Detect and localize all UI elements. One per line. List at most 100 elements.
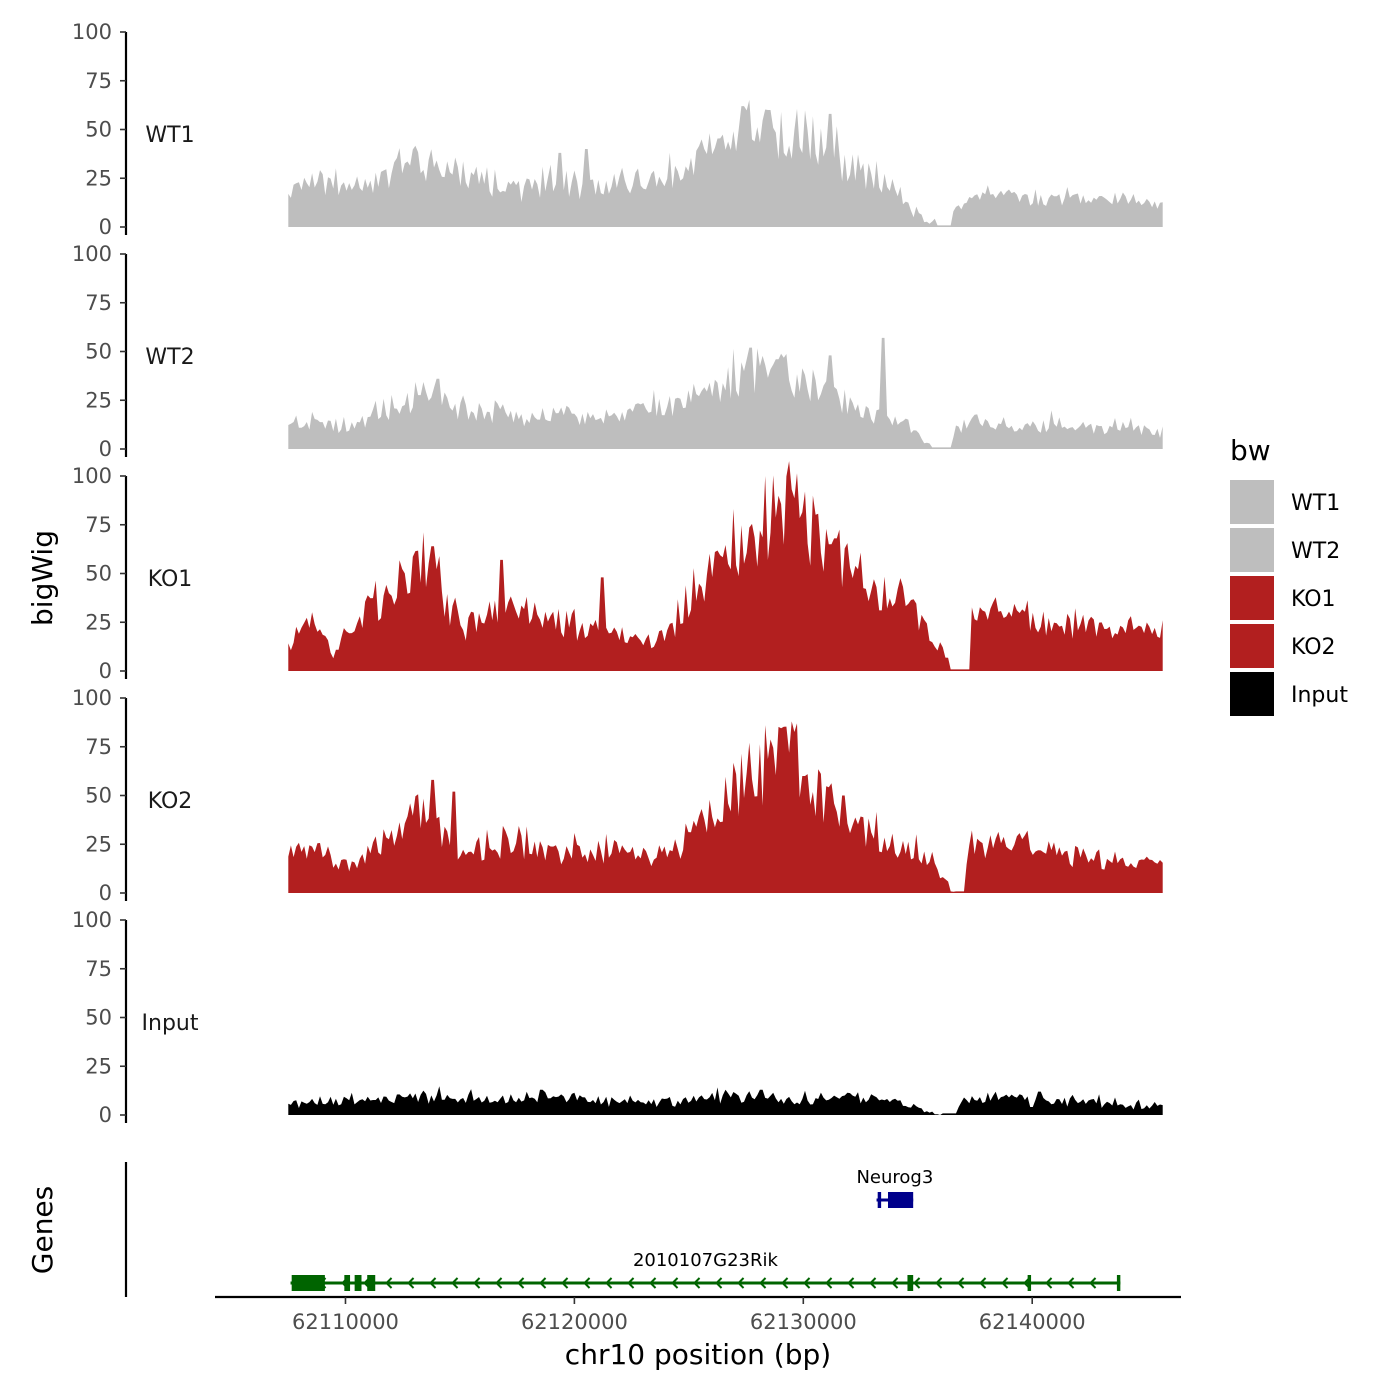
strand-chevron	[627, 1277, 635, 1289]
y-tick-label: 75	[85, 69, 112, 93]
strand-chevron	[715, 1277, 723, 1289]
gene-exon	[1116, 1275, 1121, 1291]
legend-label: KO1	[1291, 587, 1336, 612]
strand-chevron	[935, 1277, 943, 1289]
strand-chevron	[847, 1277, 855, 1289]
legend-swatch	[1230, 672, 1274, 716]
signal-area-wt2	[288, 337, 1163, 449]
legend-label: WT1	[1291, 491, 1340, 516]
legend-title: bw	[1230, 434, 1271, 467]
y-tick-label: 50	[85, 1006, 112, 1030]
legend: bw WT1 WT2 KO1 KO2 Input	[1230, 434, 1348, 716]
track-label-wt2: WT2	[145, 345, 194, 370]
signal-area-input	[288, 1086, 1163, 1115]
gene-exon	[907, 1275, 914, 1291]
gene-exon	[354, 1275, 362, 1291]
strand-chevron	[1045, 1277, 1053, 1289]
y-tick-label: 0	[99, 659, 112, 683]
track-label-ko2: KO2	[148, 789, 193, 814]
legend-swatch	[1230, 480, 1274, 524]
strand-chevron	[385, 1277, 393, 1289]
signal-area-ko2	[288, 721, 1163, 893]
strand-chevron	[649, 1277, 657, 1289]
strand-chevron	[539, 1277, 547, 1289]
strand-chevron	[737, 1277, 745, 1289]
strand-chevron	[693, 1277, 701, 1289]
gene-exon	[367, 1275, 376, 1291]
x-tick-label: 62120000	[521, 1310, 628, 1334]
legend-swatch	[1230, 624, 1274, 668]
legend-swatch	[1230, 528, 1274, 572]
legend-entry-wt2: WT2	[1230, 528, 1340, 572]
legend-label: Input	[1291, 683, 1348, 708]
strand-chevron	[891, 1277, 899, 1289]
strand-chevron	[913, 1277, 921, 1289]
strand-chevron	[671, 1277, 679, 1289]
signal-tracks: 0255075100WT10255075100WT20255075100KO10…	[72, 20, 1163, 1127]
legend-entry-ko2: KO2	[1230, 624, 1336, 668]
y-tick-label: 25	[85, 1054, 112, 1078]
gene-label: Neurog3	[856, 1167, 933, 1188]
strand-chevron	[429, 1277, 437, 1289]
gene-2010107g23rik: 2010107G23Rik	[290, 1250, 1121, 1291]
y-tick-label: 75	[85, 957, 112, 981]
strand-chevron	[495, 1277, 503, 1289]
track-ko2: 0 25 50 75 100 KO2	[72, 686, 1163, 905]
y-tick-label: 100	[72, 686, 112, 710]
strand-chevron	[605, 1277, 613, 1289]
strand-chevron	[781, 1277, 789, 1289]
legend-entry-input: Input	[1230, 672, 1348, 716]
y-tick-label: 0	[99, 437, 112, 461]
strand-chevron	[451, 1277, 459, 1289]
y-tick-label: 100	[72, 908, 112, 932]
y-tick-label: 75	[85, 735, 112, 759]
x-tick-label: 62110000	[292, 1310, 399, 1334]
gene-exon	[877, 1192, 882, 1208]
genes-axis-title: Genes	[26, 1186, 59, 1274]
x-tick-label: 62140000	[979, 1310, 1086, 1334]
x-axis-title: chr10 position (bp)	[565, 1338, 831, 1371]
gene-exon	[887, 1192, 914, 1208]
y-tick-label: 25	[85, 388, 112, 412]
track-wt2: 0 25 50 75 100 WT2	[72, 242, 1163, 461]
y-tick-label: 50	[85, 118, 112, 142]
strand-chevron	[759, 1277, 767, 1289]
y-tick-label: 100	[72, 464, 112, 488]
strand-chevron	[517, 1277, 525, 1289]
y-tick-label: 50	[85, 340, 112, 364]
strand-chevron	[957, 1277, 965, 1289]
y-tick-label: 25	[85, 832, 112, 856]
y-tick-label: 25	[85, 166, 112, 190]
strand-chevron	[473, 1277, 481, 1289]
gene-track: Neurog3 2010107G23Rik	[124, 1162, 1121, 1297]
legend-entry-ko1: KO1	[1230, 576, 1336, 620]
strand-chevron	[407, 1277, 415, 1289]
signal-area-ko1	[288, 461, 1163, 671]
y-tick-label: 50	[85, 562, 112, 586]
y-tick-label: 75	[85, 513, 112, 537]
strand-chevron	[979, 1277, 987, 1289]
strand-chevron	[869, 1277, 877, 1289]
gene-exon	[291, 1275, 325, 1291]
y-tick-label: 0	[99, 881, 112, 905]
y-tick-label: 75	[85, 291, 112, 315]
gene-label: 2010107G23Rik	[633, 1250, 779, 1271]
signal-area-wt1	[288, 99, 1163, 227]
track-label-wt1: WT1	[145, 123, 194, 148]
y-tick-label: 100	[72, 242, 112, 266]
strand-chevron	[803, 1277, 811, 1289]
y-tick-label: 0	[99, 1103, 112, 1127]
y-tick-label: 25	[85, 610, 112, 634]
gene-exon	[1027, 1275, 1032, 1291]
track-input: 0 25 50 75 100 Input	[72, 908, 1163, 1127]
strand-chevron	[583, 1277, 591, 1289]
legend-entries: WT1 WT2 KO1 KO2 Input	[1230, 480, 1348, 716]
strand-chevron	[1067, 1277, 1075, 1289]
legend-entry-wt1: WT1	[1230, 480, 1340, 524]
x-tick-label: 62130000	[750, 1310, 857, 1334]
strand-chevron	[561, 1277, 569, 1289]
track-wt1: 0 25 50 75 100 WT1	[72, 20, 1163, 239]
x-axis: 62110000 62120000 62130000 62140000	[215, 1295, 1181, 1334]
